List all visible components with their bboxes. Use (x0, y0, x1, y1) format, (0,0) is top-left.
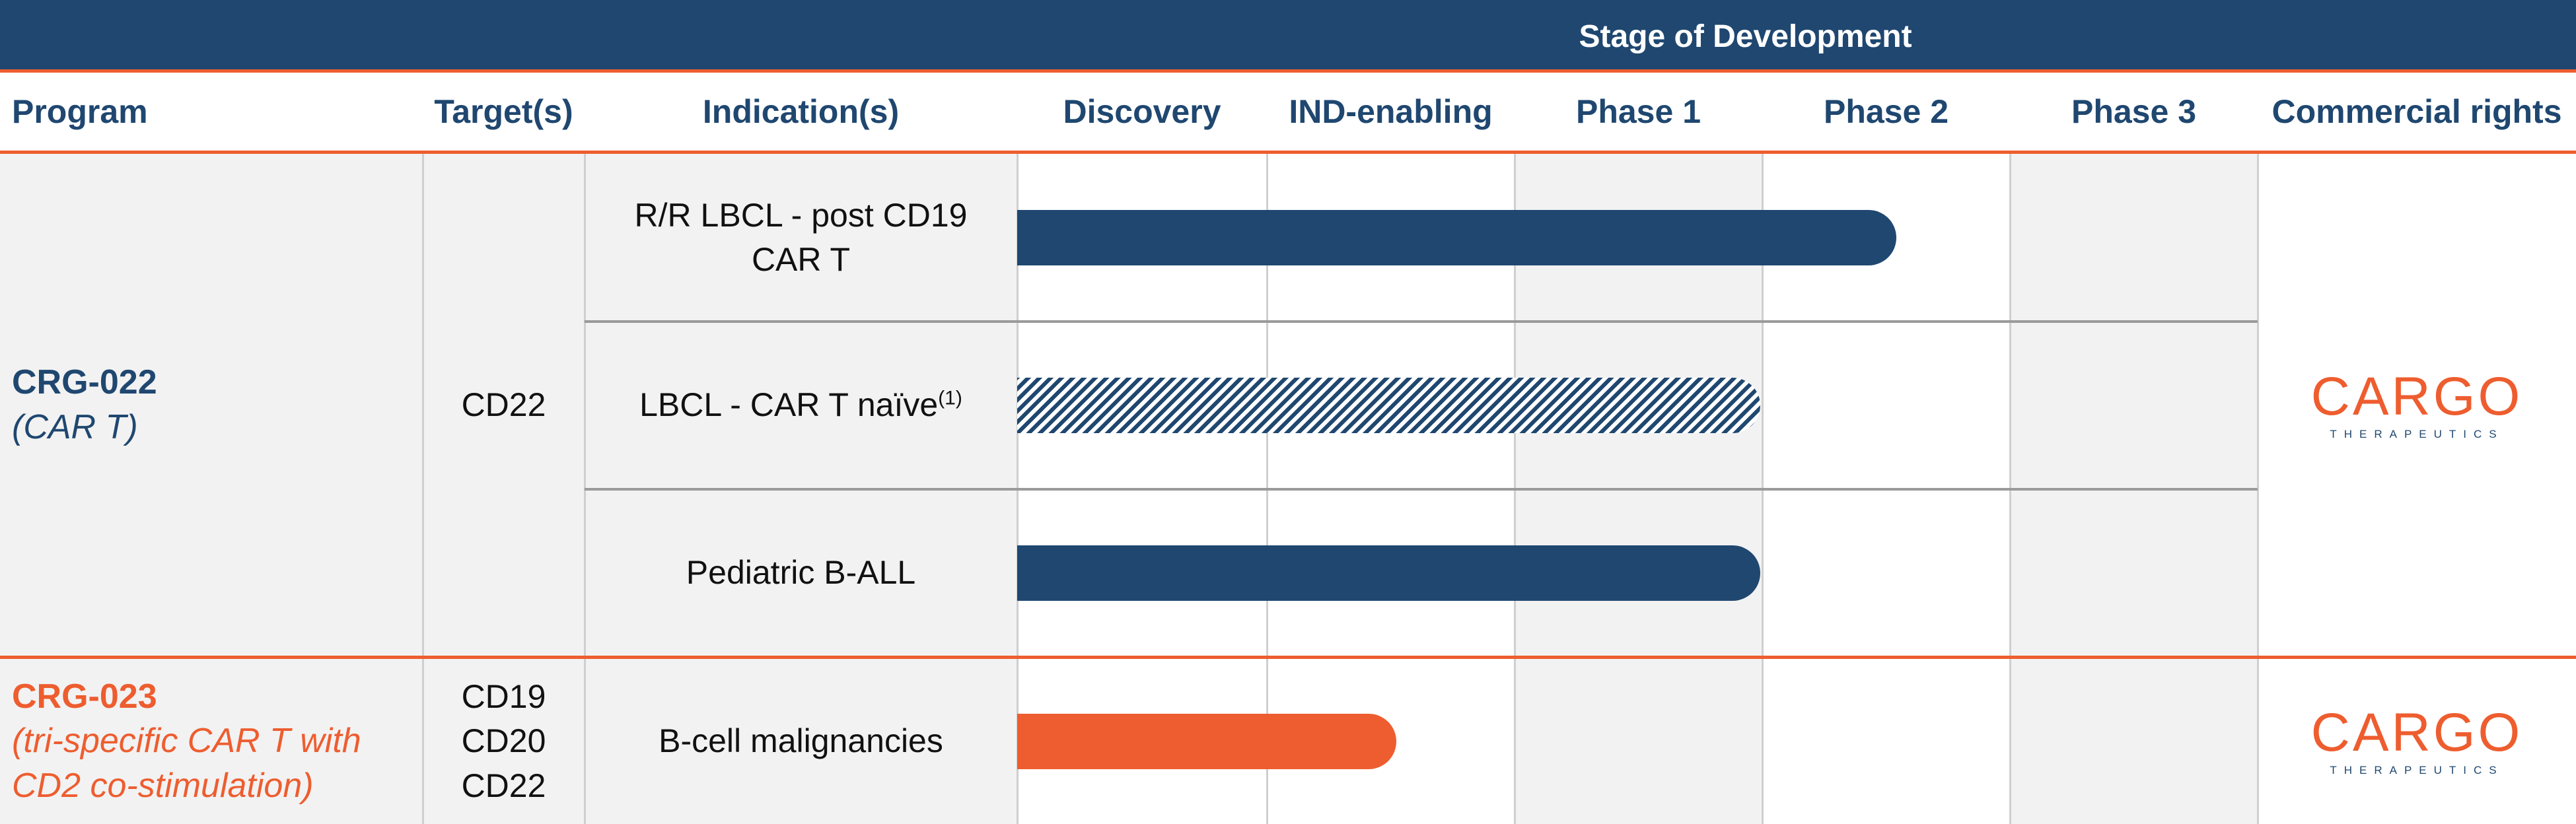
header-band (0, 0, 2576, 73)
stage-of-development-title: Stage of Development (1579, 18, 1912, 54)
column-header-discovery: Discovery (1063, 93, 1221, 130)
logo-subtext: THERAPEUTICS (2330, 428, 2504, 440)
progress-bar-crg-022 (1017, 378, 1760, 433)
column-header-commercial-rights: Commercial rights (2272, 93, 2562, 130)
program-subtitle: (tri-specific CAR T with CD2 co-stimulat… (12, 722, 361, 805)
logo-wordmark: CARGO (2310, 703, 2523, 763)
indication-footnote: (1) (938, 387, 962, 409)
indication-cell: Pediatric B-ALL (598, 489, 1004, 657)
column-header-ind-enabling: IND-enabling (1289, 93, 1493, 130)
indication-cell: LBCL - CAR T naïve(1) (598, 322, 1004, 489)
target-label: CD22 (461, 767, 546, 804)
grid-vline (2257, 154, 2259, 824)
program-name: CRG-023 (12, 677, 157, 716)
column-header-indication-s-: Indication(s) (702, 93, 900, 130)
row-divider (585, 320, 2258, 323)
column-header-program: Program (12, 93, 148, 130)
program-name: CRG-022 (12, 363, 157, 402)
targets-cell-crg-022: CD22 (423, 154, 585, 657)
indication-cell: R/R LBCL - post CD19 CAR T (598, 154, 1004, 322)
row-divider (585, 488, 2258, 491)
commercial-rights-logo: CARGO THERAPEUTICS (2258, 659, 2576, 824)
indication-label: LBCL - CAR T naïve(1) (639, 386, 962, 424)
program-divider (0, 656, 2576, 659)
target-label: CD19 (461, 677, 546, 715)
indication-label: Pediatric B-ALL (686, 554, 916, 592)
column-header-phase-1: Phase 1 (1575, 93, 1701, 130)
target-label: CD22 (461, 386, 546, 424)
header-divider (0, 151, 2576, 154)
program-cell-crg-023: CRG-023 (tri-specific CAR T with CD2 co-s… (12, 659, 415, 824)
column-header-phase-2: Phase 2 (1823, 93, 1949, 130)
progress-bar-crg-022 (1017, 210, 1897, 265)
logo-wordmark: CARGO (2310, 366, 2523, 427)
program-subtitle: (CAR T) (12, 408, 138, 446)
targets-cell-crg-023: CD19 CD20 CD22 (423, 659, 585, 824)
grid-vline (422, 154, 424, 824)
logo-subtext: THERAPEUTICS (2330, 764, 2504, 776)
commercial-rights-logo: CARGO THERAPEUTICS (2258, 154, 2576, 657)
indication-label: B-cell malignancies (659, 722, 943, 760)
indication-cell: B-cell malignancies (598, 659, 1004, 824)
indication-label: R/R LBCL - post CD19 CAR T (634, 196, 968, 279)
target-label: CD20 (461, 722, 546, 760)
program-cell-crg-022: CRG-022 (CAR T) (12, 154, 415, 657)
progress-bar-crg-022 (1017, 545, 1760, 601)
column-header-target-s-: Target(s) (434, 93, 573, 130)
column-header-phase-3: Phase 3 (2071, 93, 2196, 130)
progress-bar-crg-023 (1017, 714, 1396, 769)
